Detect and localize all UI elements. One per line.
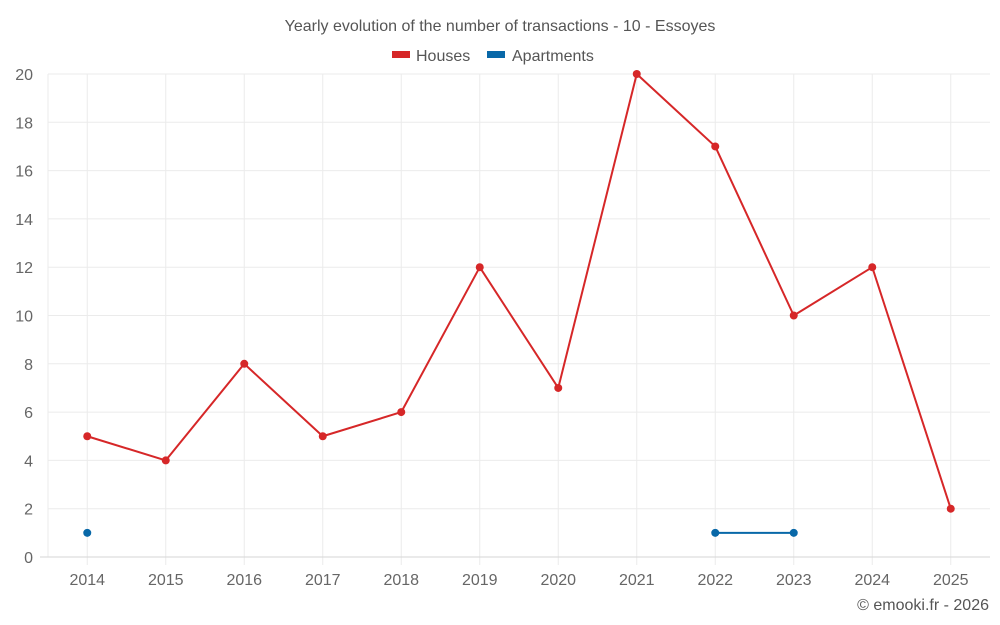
data-point[interactable] [318,432,327,441]
y-tick-label: 12 [15,260,33,277]
data-point[interactable] [475,263,484,272]
series-layer [83,70,955,537]
data-point[interactable] [789,311,798,320]
y-tick-label: 8 [24,357,33,374]
data-point[interactable] [161,456,170,465]
x-axis: 2014 2015 2016 2017 2018 2019 2020 2021 2022 2023… [40,556,990,589]
y-tick-label: 6 [24,405,33,422]
data-point[interactable] [240,359,249,368]
data-point[interactable] [554,383,563,392]
x-tick-label: 2022 [697,572,733,589]
x-tick-label: 2017 [305,572,341,589]
data-point[interactable] [789,528,798,537]
credit-text: © emooki.fr - 2026 [857,597,989,614]
x-tick-label: 2024 [854,572,890,589]
x-tick-label: 2016 [226,572,262,589]
y-tick-label: 4 [24,453,33,470]
data-point[interactable] [711,142,720,151]
x-tick-label: 2015 [148,572,184,589]
data-point[interactable] [83,528,92,537]
legend-swatch-houses [392,51,410,58]
data-point[interactable] [711,528,720,537]
y-tick-label: 14 [15,212,33,229]
x-tick-label: 2019 [462,572,498,589]
data-point[interactable] [946,504,955,513]
y-tick-label: 18 [15,115,33,132]
y-tick-label: 2 [24,502,33,519]
data-point[interactable] [868,263,877,272]
legend-swatch-apartments [487,51,505,58]
x-tick-label: 2020 [540,572,576,589]
legend-label-houses[interactable]: Houses [416,48,470,65]
series-houses [83,70,955,513]
data-point[interactable] [632,70,641,78]
y-tick-label: 20 [15,67,33,84]
x-tick-label: 2023 [776,572,812,589]
series-apartments [83,528,798,537]
series-line [86,73,952,510]
y-axis: 0 2 4 6 8 10 12 14 16 18 20 [15,67,33,567]
y-tick-label: 10 [15,309,33,326]
x-tick-label: 2014 [69,572,105,589]
x-tick-label: 2025 [933,572,969,589]
x-tick-label: 2021 [619,572,655,589]
legend: Houses Apartments [392,48,594,65]
grid [47,73,990,565]
x-tick-label: 2018 [383,572,419,589]
chart-title: Yearly evolution of the number of transa… [285,18,716,35]
y-tick-label: 0 [24,550,33,567]
data-point[interactable] [397,408,406,417]
data-point[interactable] [83,432,92,441]
legend-label-apartments[interactable]: Apartments [512,48,594,65]
y-tick-label: 16 [15,164,33,181]
